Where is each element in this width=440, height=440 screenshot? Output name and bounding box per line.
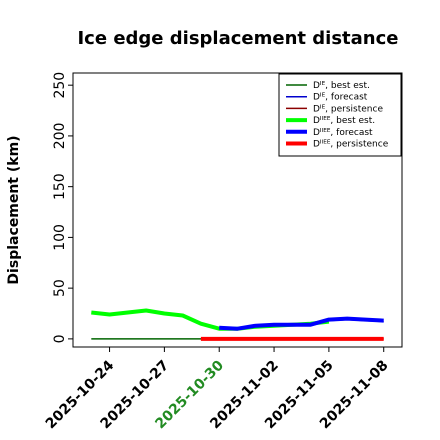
y-tick-label: 250	[52, 72, 68, 99]
legend-label: Dᴵᴵᴱᴱ, persistence	[313, 140, 389, 150]
y-axis-label: Displacement (km)	[6, 135, 22, 284]
y-tick-label: 200	[52, 123, 68, 150]
y-tick-label: 150	[52, 173, 68, 200]
legend-label: Dᴵᴱ, forecast	[313, 93, 368, 103]
legend-label: Dᴵᴱ, persistence	[313, 104, 383, 114]
chart-title: Ice edge displacement distance	[77, 28, 398, 49]
legend-label: Dᴵᴵᴱᴱ, best est.	[313, 116, 375, 126]
y-tick-label: 50	[52, 279, 68, 297]
plot-frame	[72, 72, 403, 348]
legend-label: Dᴵᴱ, best est.	[313, 81, 370, 91]
y-tick-label: 100	[52, 224, 68, 251]
series-line	[219, 316, 384, 331]
y-tick-label: 0	[52, 334, 68, 343]
legend-label: Dᴵᴵᴱᴱ, forecast	[313, 128, 373, 138]
